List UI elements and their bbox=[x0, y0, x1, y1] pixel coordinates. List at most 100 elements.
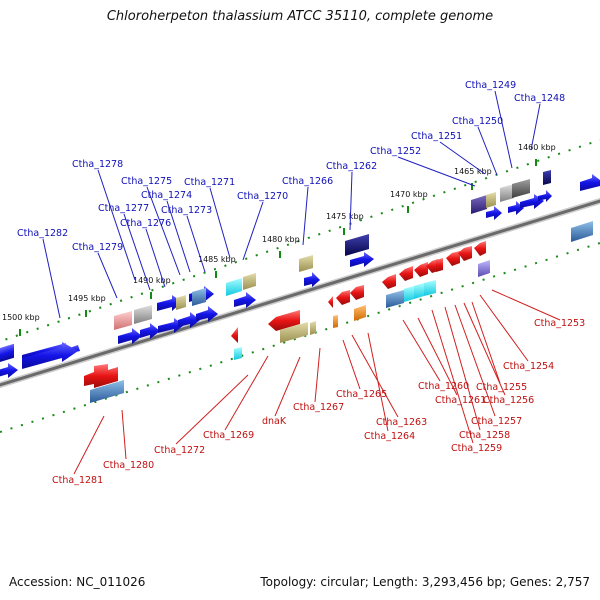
leader-line bbox=[494, 90, 513, 169]
gene-block-steel[interactable] bbox=[192, 288, 206, 306]
gene-block-cyan[interactable] bbox=[424, 280, 436, 296]
gene-label[interactable]: Ctha_1259 bbox=[451, 443, 502, 454]
gene-label[interactable]: Ctha_1255 bbox=[476, 382, 527, 393]
gene-block-olive[interactable] bbox=[243, 273, 256, 290]
gene-label[interactable]: Ctha_1267 bbox=[293, 402, 344, 413]
gene-arrow-small[interactable] bbox=[328, 296, 333, 308]
gene-block-pink[interactable] bbox=[114, 311, 132, 330]
gene-block-gray[interactable] bbox=[500, 184, 514, 202]
gene-arrow[interactable] bbox=[538, 190, 552, 202]
gene-arrow[interactable] bbox=[399, 266, 413, 281]
leader-line bbox=[491, 289, 561, 321]
leader-line bbox=[209, 187, 231, 259]
gene-label[interactable]: Ctha_1260 bbox=[418, 381, 469, 392]
gene-arrow[interactable] bbox=[336, 290, 350, 305]
gene-block[interactable] bbox=[0, 343, 14, 363]
gene-block-orange[interactable] bbox=[333, 315, 338, 328]
gene-label[interactable]: Ctha_1270 bbox=[237, 191, 288, 202]
gene-label[interactable]: Ctha_1258 bbox=[459, 430, 510, 441]
gene-label[interactable]: Ctha_1279 bbox=[72, 242, 123, 253]
gene-label[interactable]: Ctha_1275 bbox=[121, 176, 172, 187]
gene-label[interactable]: Ctha_1281 bbox=[52, 475, 103, 486]
leader-line bbox=[417, 317, 458, 396]
gene-label[interactable]: Ctha_1257 bbox=[471, 416, 522, 427]
gene-label[interactable]: Ctha_1256 bbox=[483, 395, 534, 406]
gene-label[interactable]: Ctha_1264 bbox=[364, 431, 415, 442]
gene-block-purple[interactable] bbox=[471, 195, 487, 214]
gene-block-navy[interactable] bbox=[543, 170, 551, 185]
gene-block-navy[interactable] bbox=[345, 234, 369, 256]
gene-label[interactable]: Ctha_1252 bbox=[370, 146, 421, 157]
gene-label[interactable]: Ctha_1251 bbox=[411, 131, 462, 142]
leader-line bbox=[121, 409, 127, 460]
gene-block-gray[interactable] bbox=[134, 305, 152, 324]
gene-arrow[interactable] bbox=[458, 246, 472, 261]
gene-block-olive[interactable] bbox=[310, 321, 316, 335]
gene-arrow[interactable] bbox=[196, 306, 218, 322]
gene-block-lavender[interactable] bbox=[478, 260, 490, 277]
gene-block-red[interactable] bbox=[436, 258, 443, 272]
leader-line bbox=[242, 201, 264, 261]
gene-arrow[interactable] bbox=[474, 241, 486, 256]
leader-line bbox=[166, 200, 191, 273]
gene-block-cyan[interactable] bbox=[226, 278, 242, 296]
gene-arrow[interactable] bbox=[304, 272, 320, 287]
gene-arrow[interactable] bbox=[118, 328, 142, 344]
gene-arrow[interactable] bbox=[157, 295, 182, 311]
gene-block-orange[interactable] bbox=[354, 305, 366, 321]
gene-arrow[interactable] bbox=[414, 262, 428, 277]
gene-arrow[interactable] bbox=[158, 318, 184, 333]
gene-arrow[interactable] bbox=[350, 252, 374, 267]
gene-block-olive[interactable] bbox=[280, 322, 308, 343]
gene-block-cyan[interactable] bbox=[234, 347, 242, 360]
leader-line bbox=[454, 304, 496, 417]
gene-label[interactable]: Ctha_1269 bbox=[203, 430, 254, 441]
genome-backbone bbox=[0, 197, 600, 389]
genome-info-text: Topology: circular; Length: 3,293,456 bp… bbox=[260, 575, 590, 589]
gene-arrow[interactable] bbox=[426, 259, 438, 273]
gene-block-olive[interactable] bbox=[176, 295, 186, 310]
gene-label[interactable]: Ctha_1282 bbox=[17, 228, 68, 239]
gene-label[interactable]: Ctha_1273 bbox=[161, 205, 212, 216]
gene-label[interactable]: Ctha_1253 bbox=[534, 318, 585, 329]
gene-block-steel[interactable] bbox=[571, 221, 593, 242]
gene-block-darkgray[interactable] bbox=[512, 179, 530, 198]
gene-arrow[interactable] bbox=[22, 342, 78, 369]
gene-label[interactable]: Ctha_1277 bbox=[98, 203, 149, 214]
gene-arrow[interactable] bbox=[486, 206, 502, 220]
gene-arrow[interactable] bbox=[0, 363, 18, 378]
gene-label[interactable]: Ctha_1263 bbox=[376, 417, 427, 428]
gene-label[interactable]: Ctha_1265 bbox=[336, 389, 387, 400]
gene-label[interactable]: Ctha_1266 bbox=[282, 176, 333, 187]
gene-label[interactable]: Ctha_1261 bbox=[435, 395, 486, 406]
gene-arrow[interactable] bbox=[178, 312, 200, 328]
gene-arrow[interactable] bbox=[382, 274, 396, 289]
gene-label[interactable]: Ctha_1276 bbox=[120, 218, 171, 229]
gene-block-cyan[interactable] bbox=[414, 283, 424, 299]
gene-arrow-small[interactable] bbox=[231, 327, 238, 343]
gene-arrow[interactable] bbox=[84, 364, 118, 388]
gene-label[interactable]: Ctha_1249 bbox=[465, 80, 516, 91]
gene-block-olive[interactable] bbox=[486, 192, 496, 208]
gene-label[interactable]: Ctha_1272 bbox=[154, 445, 205, 456]
gene-arrow[interactable] bbox=[350, 285, 364, 300]
gene-block-olive[interactable] bbox=[299, 255, 313, 272]
leader-line bbox=[186, 215, 206, 273]
gene-label[interactable]: Ctha_1254 bbox=[503, 361, 554, 372]
gene-label[interactable]: Ctha_1278 bbox=[72, 159, 123, 170]
gene-arrow[interactable] bbox=[446, 251, 460, 266]
gene-block-cyan[interactable] bbox=[404, 286, 414, 302]
gene-label[interactable]: Ctha_1280 bbox=[103, 460, 154, 471]
gene-label[interactable]: dnaK bbox=[262, 416, 287, 427]
gene-label[interactable]: Ctha_1250 bbox=[452, 116, 503, 127]
gene-arrow[interactable] bbox=[268, 310, 300, 331]
gene-block-steel[interactable] bbox=[386, 290, 404, 308]
gene-label[interactable]: Ctha_1274 bbox=[141, 190, 192, 201]
gene-label[interactable]: Ctha_1248 bbox=[514, 93, 565, 104]
gene-arrow[interactable] bbox=[580, 174, 600, 191]
gene-label[interactable]: Ctha_1271 bbox=[184, 177, 235, 188]
gene-label[interactable]: Ctha_1262 bbox=[326, 161, 377, 172]
gene-arrow[interactable] bbox=[140, 323, 160, 339]
gene-arrow[interactable] bbox=[234, 292, 256, 308]
gene-block-steel[interactable] bbox=[90, 380, 124, 403]
